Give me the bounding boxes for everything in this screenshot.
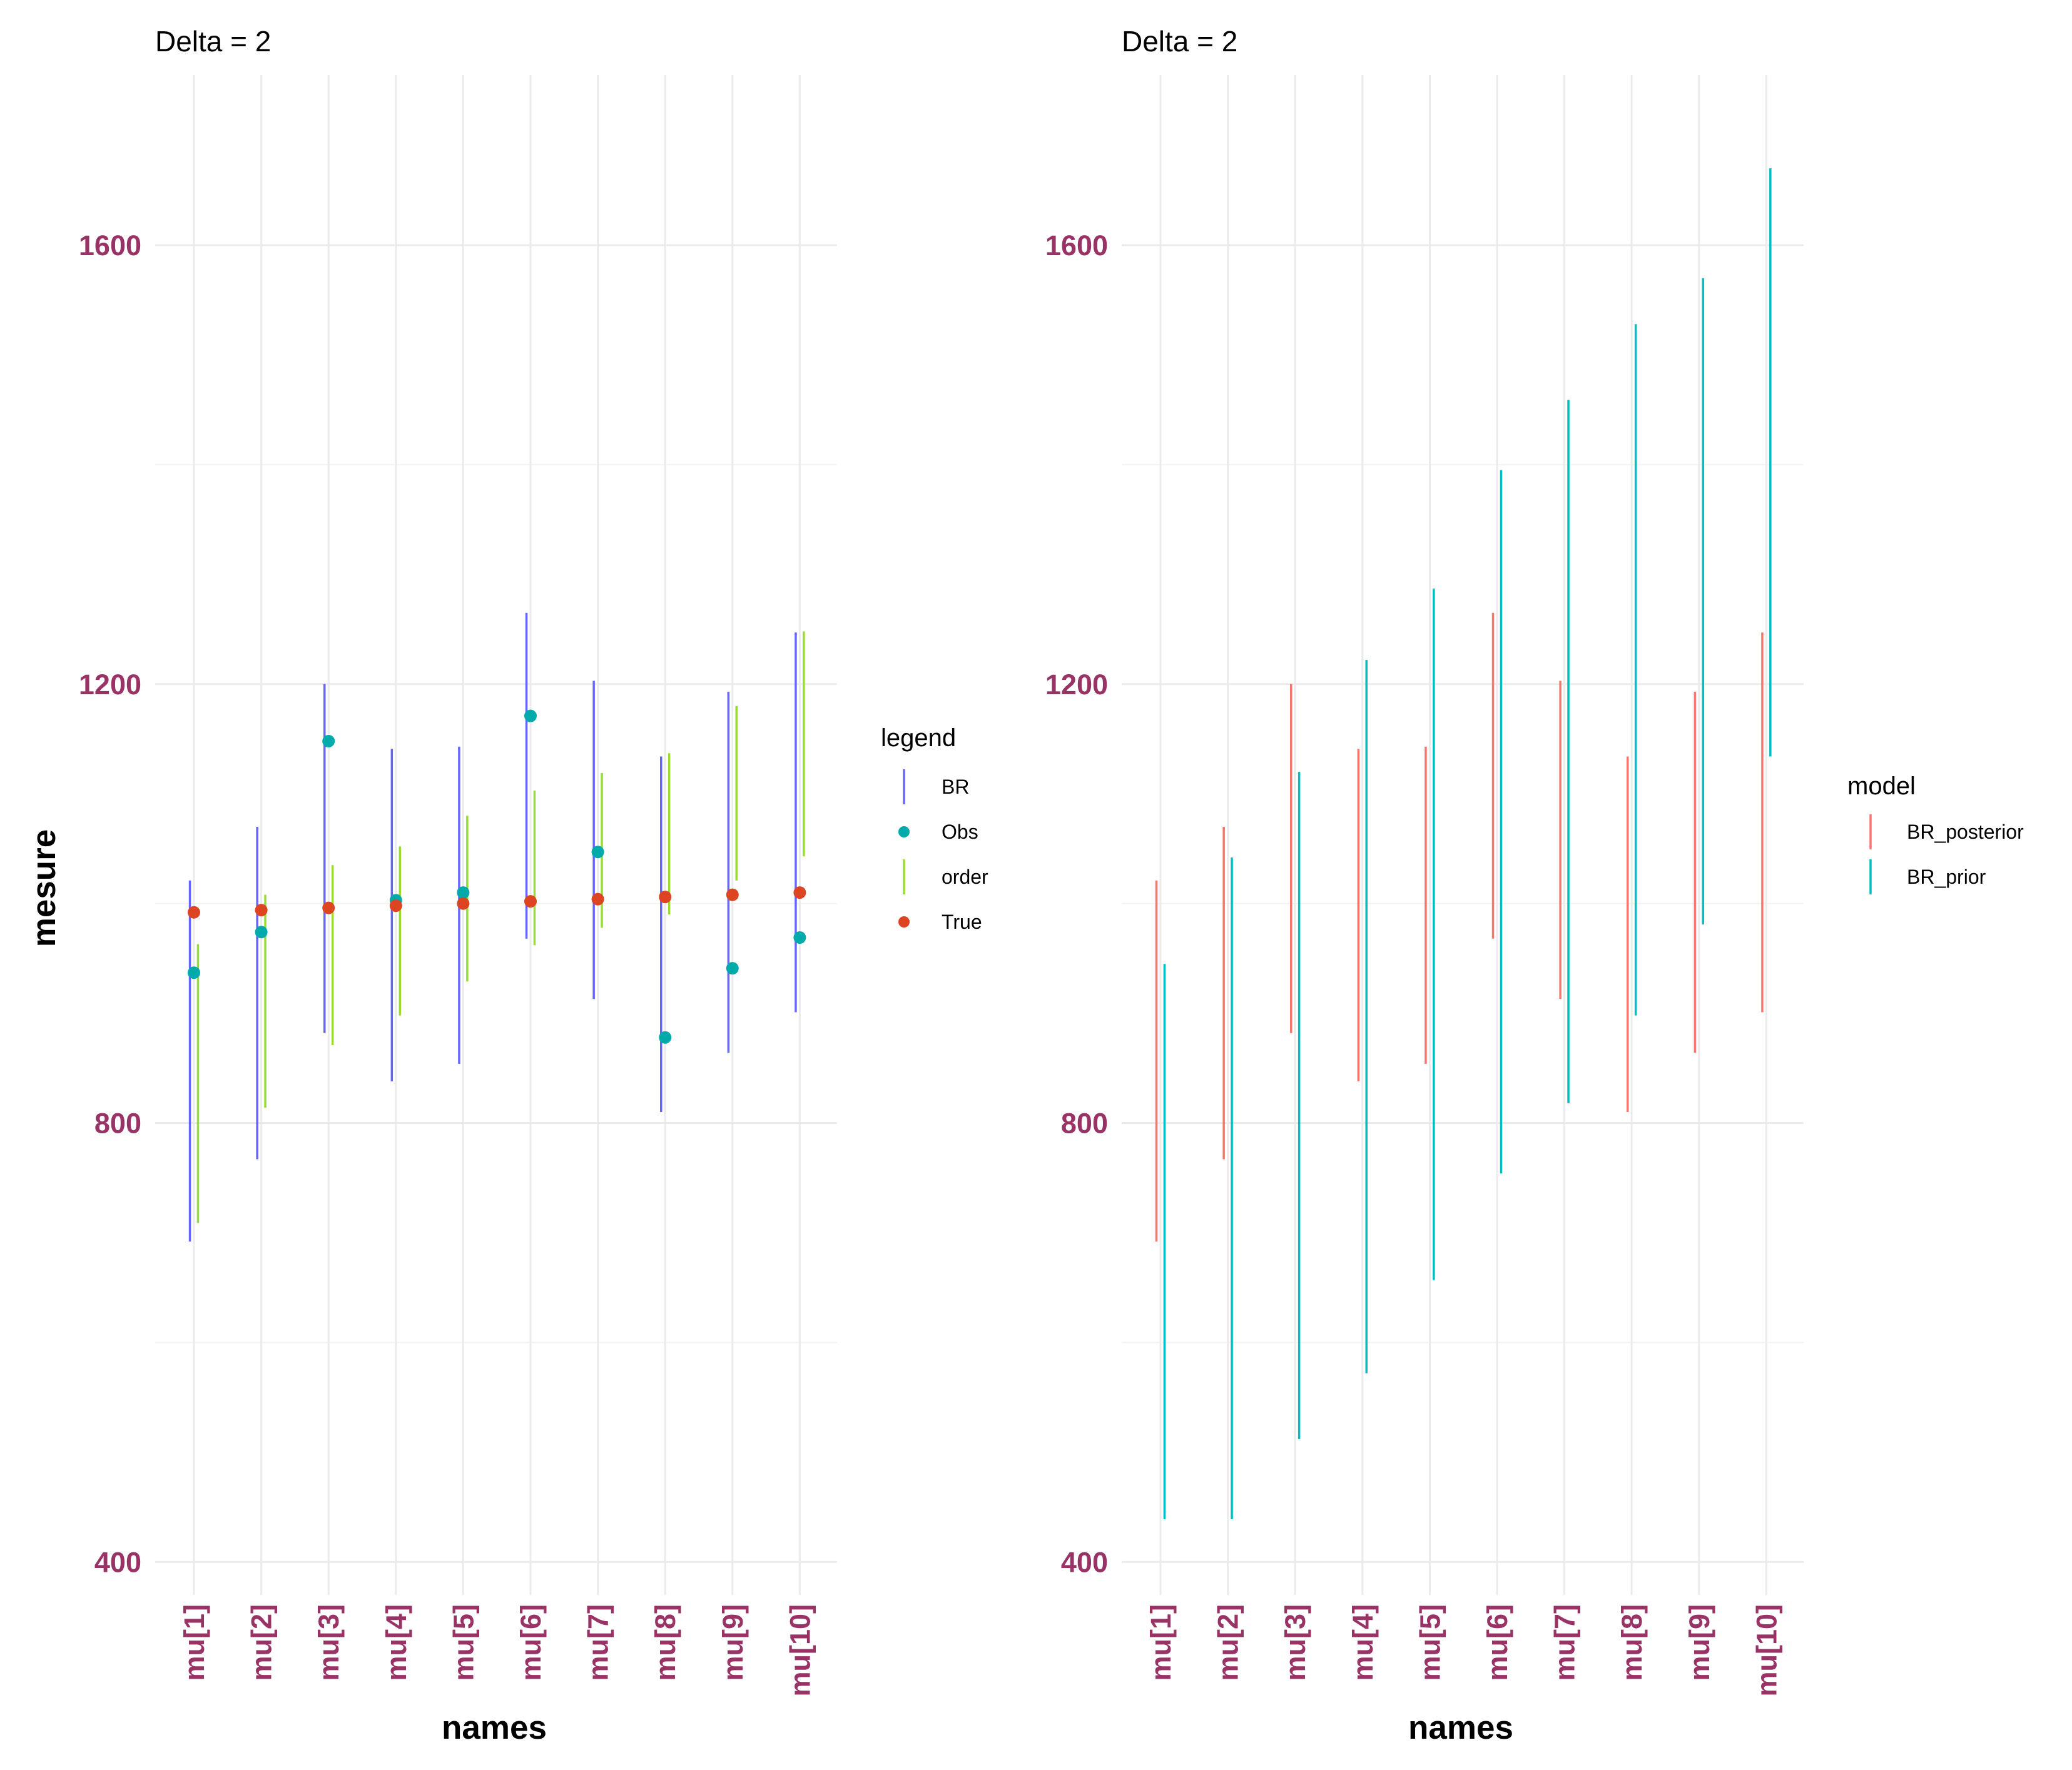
- left-x-tick-label: mu[1]: [178, 1604, 210, 1681]
- right-x-tick-label: mu[9]: [1684, 1604, 1715, 1681]
- right-x-tick-label: mu[4]: [1347, 1604, 1379, 1681]
- left-legend-key-true: [898, 916, 910, 928]
- left-panel-y-ticks: 400 800 1200 1600: [79, 230, 141, 1578]
- left-legend-key-obs: [898, 826, 910, 837]
- right-panel-legend: model BR_posterior BR_prior: [1847, 772, 2024, 894]
- left-x-tick-label: mu[10]: [784, 1604, 816, 1697]
- left-obs-point: [188, 966, 200, 979]
- left-x-tick-label: mu[4]: [380, 1604, 412, 1681]
- right-x-tick-label: mu[3]: [1279, 1604, 1311, 1681]
- left-obs-point: [255, 926, 268, 939]
- left-panel-y-axis-title: mesure: [26, 829, 63, 948]
- left-true-point: [591, 893, 604, 906]
- right-legend-label-br-prior: BR_prior: [1907, 866, 1986, 888]
- left-legend-title: legend: [881, 724, 956, 752]
- left-obs-point: [793, 931, 806, 944]
- left-x-tick-label: mu[6]: [515, 1604, 547, 1681]
- right-x-tick-label: mu[1]: [1145, 1604, 1177, 1681]
- right-panel-x-ticks: mu[1] mu[2] mu[3] mu[4] mu[5] mu[6] mu[7] mu[8]…: [1145, 1604, 1782, 1697]
- left-obs-point: [322, 734, 335, 747]
- left-x-tick-label: mu[7]: [582, 1604, 614, 1681]
- left-true-point: [659, 891, 672, 904]
- left-legend-label-order: order: [942, 866, 988, 888]
- left-obs-point: [591, 846, 604, 859]
- right-panel-series: [1155, 168, 1772, 1519]
- left-x-tick-label: mu[2]: [246, 1604, 278, 1681]
- right-x-tick-label: mu[5]: [1414, 1604, 1446, 1681]
- left-panel-legend: legend BR Obs order True: [881, 724, 988, 933]
- left-panel-title: Delta = 2: [155, 25, 271, 58]
- right-y-tick-label: 1600: [1045, 230, 1108, 261]
- left-true-point: [389, 899, 402, 913]
- left-x-tick-label: mu[9]: [717, 1604, 749, 1681]
- left-true-point: [726, 888, 739, 901]
- right-panel-y-ticks: 400 800 1200 1600: [1045, 230, 1108, 1578]
- left-y-tick-label: 400: [94, 1546, 141, 1578]
- right-x-tick-label: mu[6]: [1481, 1604, 1513, 1681]
- left-true-point: [188, 906, 200, 919]
- left-x-tick-label: mu[5]: [447, 1604, 479, 1681]
- left-legend-label-obs: Obs: [942, 821, 978, 843]
- left-panel: 400 800 1200 1600 mu[1] mu[2] mu[3] mu[4] mu[5]…: [26, 25, 988, 1746]
- right-panel-title: Delta = 2: [1122, 25, 1237, 58]
- left-y-tick-label: 800: [94, 1108, 141, 1140]
- left-true-point: [322, 901, 335, 914]
- left-obs-point: [457, 886, 470, 899]
- right-x-tick-label: mu[10]: [1750, 1604, 1782, 1697]
- left-legend-label-true: True: [942, 911, 982, 933]
- right-y-tick-label: 400: [1061, 1546, 1108, 1578]
- left-obs-point: [726, 962, 739, 975]
- left-obs-point: [524, 709, 537, 722]
- left-legend-label-br: BR: [942, 776, 969, 798]
- right-panel-x-axis-title: names: [1408, 1709, 1513, 1746]
- right-panel: 400 800 1200 1600 mu[1] mu[2] mu[3] mu[4] mu[5]…: [1045, 25, 2024, 1746]
- right-legend-title: model: [1847, 772, 1916, 800]
- left-panel-x-ticks: mu[1] mu[2] mu[3] mu[4] mu[5] mu[6] mu[7] mu[8]…: [178, 1604, 816, 1697]
- left-true-point: [524, 895, 537, 908]
- right-x-tick-label: mu[8]: [1616, 1604, 1648, 1681]
- left-panel-series: [188, 612, 806, 1242]
- right-x-tick-label: mu[2]: [1212, 1604, 1244, 1681]
- right-legend-label-br-posterior: BR_posterior: [1907, 821, 2024, 843]
- right-y-tick-label: 1200: [1045, 669, 1108, 700]
- left-x-tick-label: mu[3]: [313, 1604, 345, 1681]
- right-x-tick-label: mu[7]: [1549, 1604, 1581, 1681]
- left-true-point: [793, 886, 806, 899]
- left-y-tick-label: 1600: [79, 230, 141, 261]
- left-true-point: [255, 904, 268, 917]
- left-y-tick-label: 1200: [79, 669, 141, 700]
- left-true-point: [457, 897, 470, 910]
- right-panel-grid: [1122, 75, 1804, 1595]
- right-y-tick-label: 800: [1061, 1108, 1108, 1140]
- left-x-tick-label: mu[8]: [649, 1604, 681, 1681]
- left-panel-grid: [155, 75, 837, 1595]
- left-obs-point: [659, 1031, 672, 1044]
- left-panel-x-axis-title: names: [442, 1709, 547, 1746]
